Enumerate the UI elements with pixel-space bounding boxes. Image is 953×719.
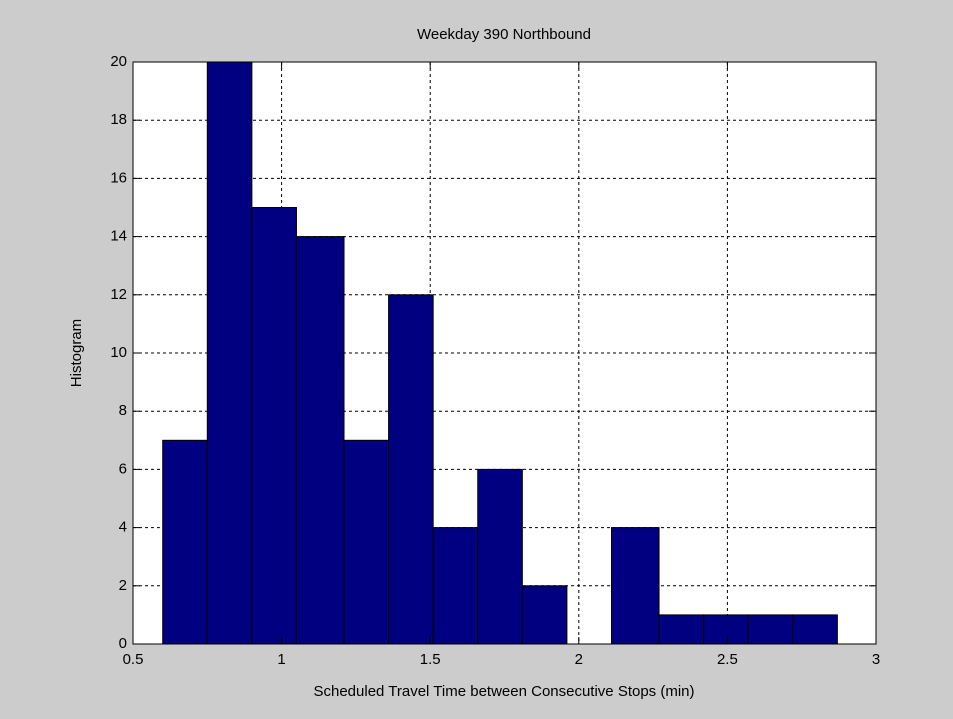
x-axis-label: Scheduled Travel Time between Consecutiv… <box>313 683 694 700</box>
x-tick-label: 0.5 <box>123 651 144 668</box>
bar <box>295 236 345 645</box>
y-tick-label: 12 <box>110 286 127 303</box>
bar <box>747 614 794 645</box>
y-tick-label: 2 <box>119 577 127 594</box>
bar <box>343 439 390 645</box>
bar <box>703 614 749 645</box>
bar <box>521 585 568 645</box>
bar <box>477 468 523 645</box>
y-tick-label: 16 <box>110 169 127 186</box>
y-tick-label: 4 <box>119 519 127 536</box>
x-tick-label: 2 <box>575 651 583 668</box>
x-tick-label: 1 <box>277 651 285 668</box>
bar <box>658 614 705 645</box>
y-tick-label: 10 <box>110 344 127 361</box>
bar <box>388 294 434 645</box>
y-tick-label: 8 <box>119 402 127 419</box>
bar <box>162 439 208 645</box>
bar <box>432 527 479 645</box>
x-tick-label: 3 <box>872 651 880 668</box>
x-tick-label: 2.5 <box>717 651 738 668</box>
bar <box>206 61 253 645</box>
y-tick-label: 14 <box>110 228 127 245</box>
y-tick-label: 0 <box>119 635 127 652</box>
y-tick-label: 6 <box>119 460 127 477</box>
y-tick-label: 18 <box>110 111 127 128</box>
bar <box>251 207 297 645</box>
bar <box>610 527 660 645</box>
y-tick-label: 20 <box>110 53 127 70</box>
chart-title: Weekday 390 Northbound <box>417 26 591 43</box>
x-tick-label: 1.5 <box>420 651 441 668</box>
bar <box>792 614 838 645</box>
y-axis-label: Histogram <box>68 319 85 387</box>
